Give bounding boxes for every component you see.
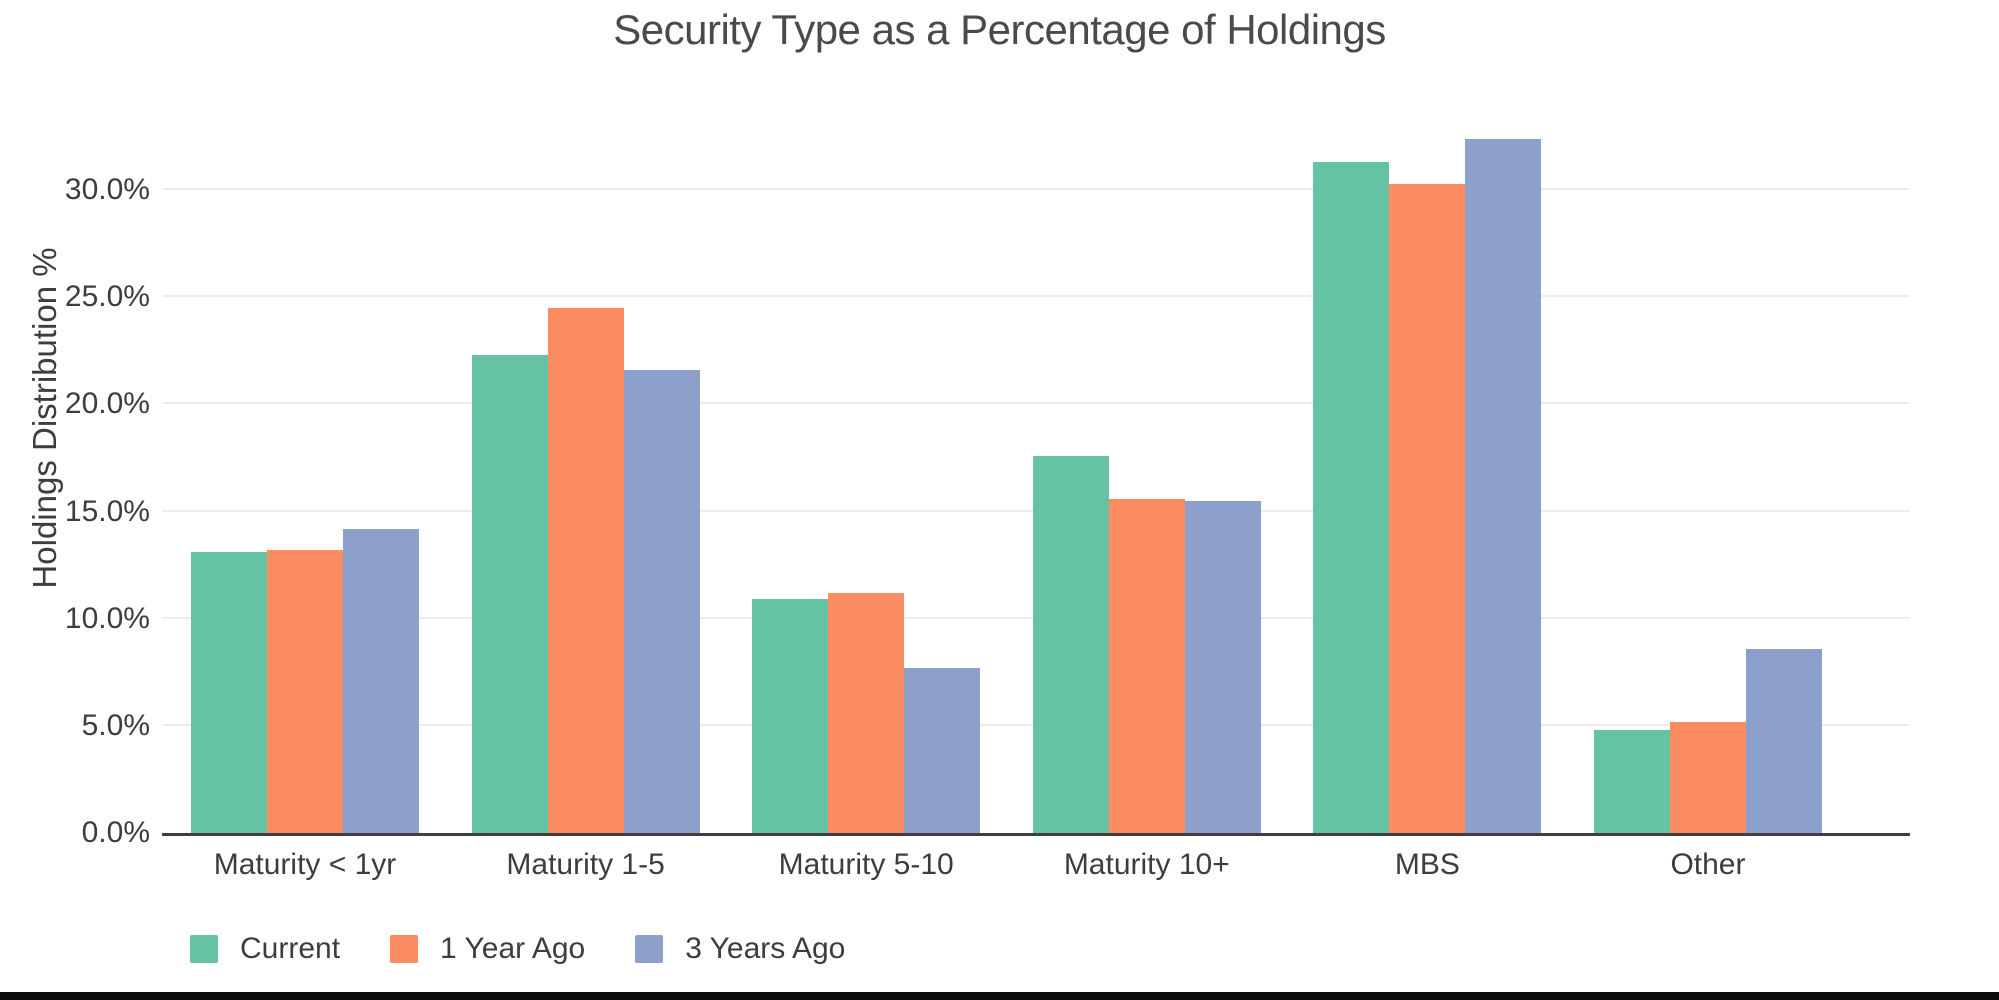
bar	[1669, 721, 1746, 833]
legend-label: Current	[240, 932, 341, 965]
bar	[1465, 138, 1542, 833]
legend-item: 3 Years Ago	[635, 932, 845, 966]
window-edge-bar	[0, 992, 1999, 1000]
bar	[1184, 500, 1261, 833]
y-tick-label: 20.0%	[64, 387, 150, 421]
y-tick-label: 15.0%	[64, 494, 150, 528]
bar	[904, 668, 981, 833]
bar-group	[752, 98, 981, 833]
bar	[1745, 648, 1822, 833]
bar	[1313, 162, 1390, 833]
bar	[1389, 183, 1466, 833]
gridline	[162, 188, 1910, 191]
legend-item: 1 Year Ago	[390, 932, 585, 966]
legend-label: 1 Year Ago	[440, 932, 586, 965]
bar	[191, 552, 267, 833]
y-tick-label: 0.0%	[81, 816, 150, 849]
gridline	[162, 295, 1910, 298]
y-tick-label: 10.0%	[64, 601, 150, 635]
x-axis-label: MBS	[1394, 848, 1460, 881]
legend-label: 3 Years Ago	[685, 932, 846, 965]
bar	[471, 355, 548, 833]
bar-group	[191, 98, 419, 833]
bar	[1032, 455, 1109, 833]
bar	[267, 550, 343, 833]
legend-swatch	[390, 935, 419, 963]
legend-item: Current	[190, 932, 340, 966]
bar	[828, 593, 905, 833]
y-tick-label: 25.0%	[64, 280, 150, 314]
x-axis-label: Maturity < 1yr	[213, 848, 397, 881]
gridline	[162, 402, 1910, 405]
x-axis-label: Maturity 10+	[1063, 848, 1230, 881]
bar	[623, 370, 700, 833]
legend-swatch	[635, 935, 664, 963]
x-axis-label: Other	[1670, 848, 1746, 881]
bar	[752, 599, 829, 833]
legend: Current 1 Year Ago 3 Years Ago	[190, 932, 845, 966]
bar	[343, 528, 419, 833]
x-axis-label: Maturity 1-5	[506, 848, 665, 881]
plot-area	[162, 98, 1910, 836]
x-axis-label: Maturity 5-10	[778, 848, 954, 881]
y-tick-label: 5.0%	[81, 708, 150, 742]
bar	[1108, 498, 1185, 833]
bar-group	[1593, 98, 1822, 833]
chart-title: Security Type as a Percentage of Holding…	[613, 6, 1386, 53]
bar	[1593, 730, 1670, 833]
bar	[547, 308, 624, 833]
bar-group	[471, 98, 700, 833]
bar-group	[1313, 98, 1542, 833]
legend-swatch	[190, 935, 218, 963]
bar-group	[1032, 98, 1261, 833]
y-axis-ticks: 0.0% 5.0% 10.0% 15.0% 20.0% 25.0% 30.0%	[0, 98, 150, 849]
y-tick-label: 30.0%	[64, 173, 150, 207]
x-axis-labels: Maturity < 1yr Maturity 1-5 Maturity 5-10 M…	[162, 848, 1910, 882]
